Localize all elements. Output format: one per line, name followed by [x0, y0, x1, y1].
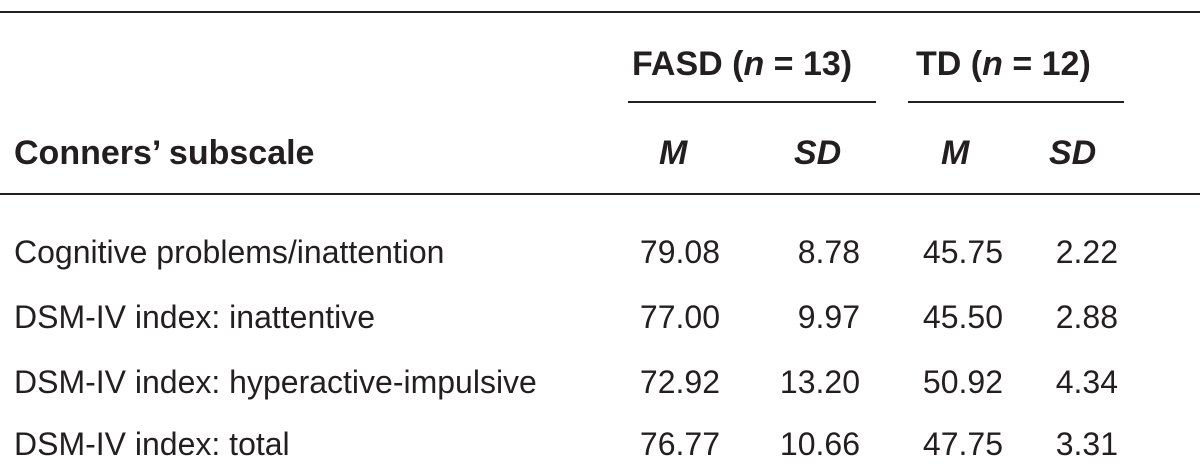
row-label: DSM-IV index: inattentive	[14, 299, 376, 335]
stub-header: Conners’ subscale	[14, 134, 315, 172]
cell-fasd-sd: 9.97	[797, 299, 860, 335]
cell-fasd-mean: 79.08	[639, 234, 720, 270]
cell-td-sd: 2.22	[1055, 234, 1118, 270]
group-header-fasd: FASD (n = 13)	[632, 44, 852, 84]
cell-fasd-sd: 13.20	[779, 364, 860, 400]
cell-td-mean: 45.50	[922, 299, 1003, 335]
n-count: = 13)	[764, 45, 853, 83]
group-label: TD (	[916, 45, 983, 83]
row-label: DSM-IV index: hyperactive-impulsive	[14, 364, 537, 400]
n-symbol: n	[743, 45, 765, 83]
cell-td-mean: 45.75	[922, 234, 1003, 270]
table-top-rule	[0, 11, 1200, 13]
group-rule-fasd	[628, 101, 876, 103]
cell-td-sd: 2.88	[1055, 299, 1118, 335]
group-header-td: TD (n = 12)	[916, 44, 1091, 84]
col-header-td-sd: SD	[1049, 134, 1097, 172]
col-header-fasd-sd: SD	[794, 134, 842, 172]
cell-td-mean: 47.75	[922, 426, 1003, 462]
group-rule-td	[908, 101, 1124, 103]
cell-fasd-mean: 72.92	[639, 364, 720, 400]
header-rule	[0, 193, 1200, 195]
cell-fasd-mean: 76.77	[639, 426, 720, 462]
row-label: DSM-IV index: total	[14, 426, 290, 462]
col-header-td-mean: M	[941, 134, 970, 172]
cell-fasd-sd: 10.66	[779, 426, 860, 462]
col-header-fasd-mean: M	[659, 134, 688, 172]
cell-fasd-mean: 77.00	[639, 299, 720, 335]
cell-td-sd: 3.31	[1055, 426, 1118, 462]
group-label: FASD (	[632, 45, 744, 83]
n-count: = 12)	[1002, 45, 1091, 83]
cell-td-mean: 50.92	[922, 364, 1003, 400]
cell-td-sd: 4.34	[1055, 364, 1118, 400]
row-label: Cognitive problems/inattention	[14, 234, 445, 270]
cell-fasd-sd: 8.78	[797, 234, 860, 270]
n-symbol: n	[982, 45, 1003, 83]
